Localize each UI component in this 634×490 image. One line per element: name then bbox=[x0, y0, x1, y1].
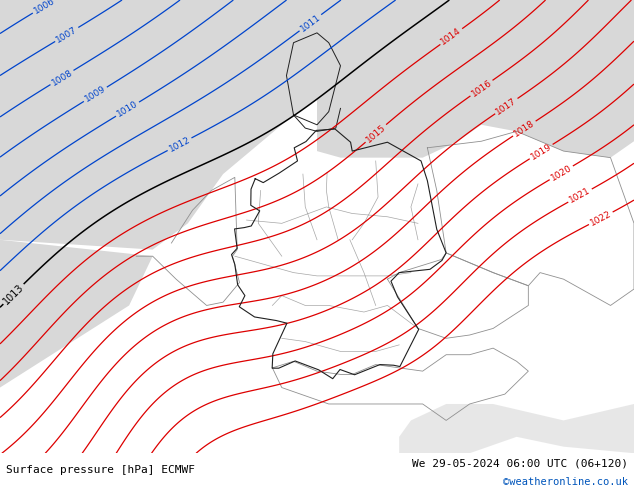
Text: 1020: 1020 bbox=[549, 163, 573, 182]
Text: 1019: 1019 bbox=[529, 142, 553, 162]
Text: 1014: 1014 bbox=[439, 26, 463, 47]
Text: 1008: 1008 bbox=[50, 68, 74, 87]
Polygon shape bbox=[317, 0, 634, 158]
Polygon shape bbox=[0, 0, 446, 249]
Text: 1007: 1007 bbox=[55, 24, 79, 44]
Text: 1015: 1015 bbox=[364, 122, 387, 144]
Text: 1018: 1018 bbox=[512, 119, 536, 139]
Text: 1021: 1021 bbox=[568, 186, 592, 205]
Text: 1022: 1022 bbox=[588, 209, 613, 227]
Text: We 29-05-2024 06:00 UTC (06+120): We 29-05-2024 06:00 UTC (06+120) bbox=[411, 459, 628, 468]
Text: 1011: 1011 bbox=[299, 12, 322, 33]
Text: 1009: 1009 bbox=[83, 84, 108, 104]
Text: ©weatheronline.co.uk: ©weatheronline.co.uk bbox=[503, 477, 628, 487]
Text: 1016: 1016 bbox=[469, 78, 493, 98]
Text: 1017: 1017 bbox=[495, 96, 519, 116]
Text: 1010: 1010 bbox=[115, 99, 139, 119]
Text: 1006: 1006 bbox=[32, 0, 56, 16]
Text: 1012: 1012 bbox=[167, 135, 191, 153]
Text: 1013: 1013 bbox=[1, 282, 26, 306]
Text: Surface pressure [hPa] ECMWF: Surface pressure [hPa] ECMWF bbox=[6, 465, 195, 475]
Polygon shape bbox=[399, 404, 634, 453]
Polygon shape bbox=[0, 240, 153, 388]
